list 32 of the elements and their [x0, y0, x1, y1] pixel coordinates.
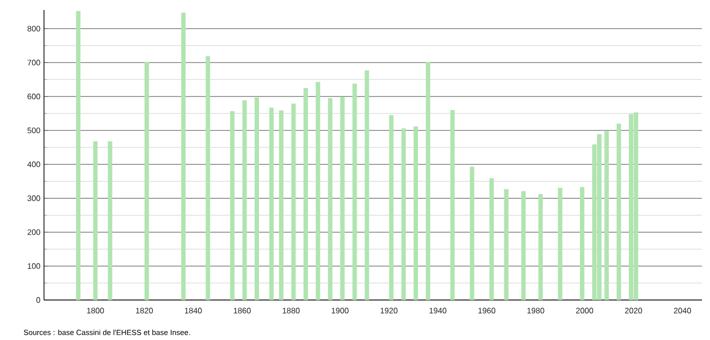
bar — [538, 194, 543, 300]
bar — [291, 104, 296, 300]
bar — [364, 70, 370, 300]
bar — [450, 110, 455, 300]
bar — [504, 189, 509, 300]
bar — [489, 178, 494, 300]
bar — [328, 98, 332, 300]
bar — [401, 128, 406, 300]
bar — [414, 126, 418, 300]
bar — [604, 131, 609, 300]
bar — [254, 98, 260, 300]
bar — [144, 62, 149, 300]
bar — [316, 82, 320, 300]
bar — [580, 187, 584, 300]
bar — [426, 62, 430, 300]
bar — [279, 110, 284, 300]
bar — [616, 124, 622, 300]
bar — [521, 191, 526, 300]
bar — [304, 88, 308, 300]
bar — [242, 100, 247, 300]
bar — [352, 84, 357, 300]
bar — [470, 166, 474, 300]
bar — [108, 141, 112, 300]
bar — [93, 141, 98, 300]
bar — [76, 11, 80, 300]
bar — [269, 108, 274, 300]
bar — [389, 115, 394, 300]
bar — [340, 96, 345, 300]
bar — [206, 56, 210, 300]
bar — [230, 111, 235, 300]
bar — [558, 188, 562, 300]
bar — [181, 12, 186, 300]
